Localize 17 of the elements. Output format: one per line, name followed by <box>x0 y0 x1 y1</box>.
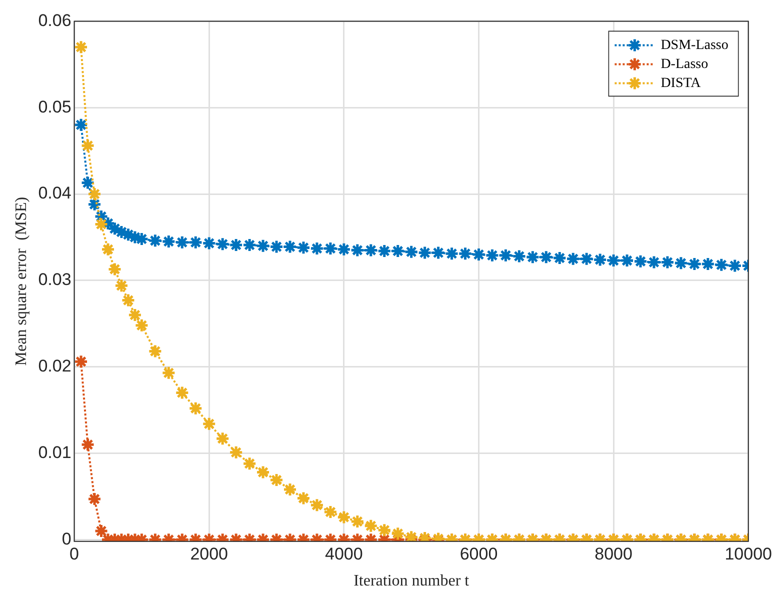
legend-label: DSM-Lasso <box>660 38 728 53</box>
y-tick-label: 0.06 <box>38 10 72 30</box>
x-tick-label: 8000 <box>594 544 632 564</box>
y-tick-label: 0.02 <box>38 356 72 376</box>
y-tick-label: 0.04 <box>38 184 72 203</box>
y-tick-label: 0.01 <box>38 442 72 462</box>
x-tick-label: 6000 <box>460 544 498 564</box>
x-tick-label: 10000 <box>724 544 772 564</box>
y-tick-label: 0.03 <box>38 270 72 290</box>
legend-label: D-Lasso <box>660 56 708 72</box>
legend-label: DISTA <box>660 76 702 91</box>
y-tick-label: 0.05 <box>38 97 72 116</box>
y-axis-title: Mean square error (MSE) <box>12 196 30 366</box>
x-tick-label: 4000 <box>325 544 363 564</box>
y-tick-label: 0 <box>62 529 72 548</box>
x-axis-title: Iteration number t <box>354 572 470 590</box>
x-tick-label: 2000 <box>190 544 228 564</box>
